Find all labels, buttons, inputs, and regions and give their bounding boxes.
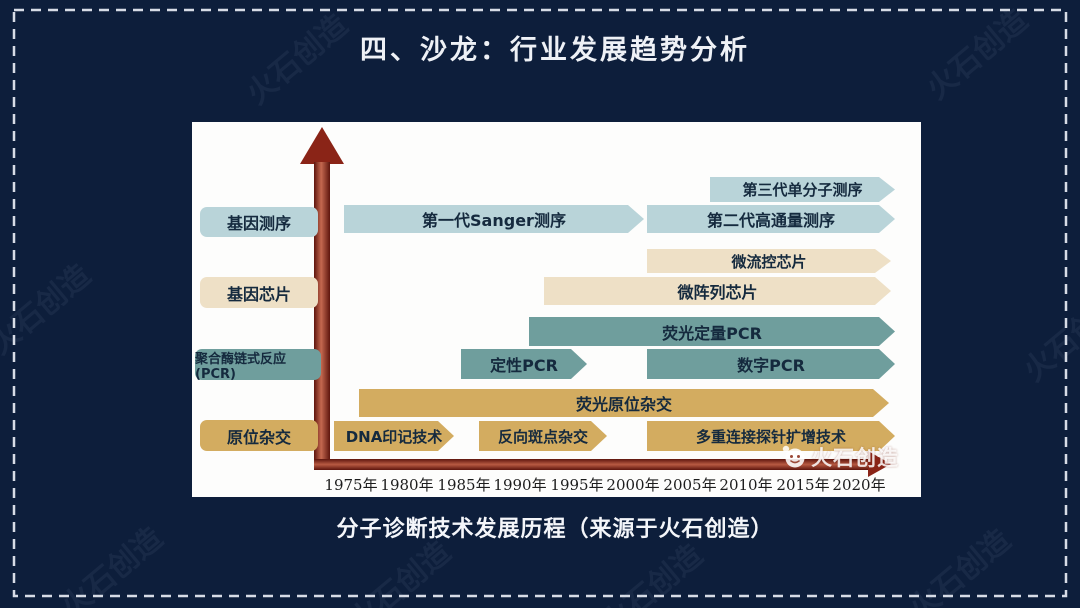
- x-tick-2005: 2005年: [663, 476, 717, 494]
- category-tab-in-situ-hybridization: 原位杂交: [200, 420, 318, 451]
- x-tick-2010: 2010年: [719, 476, 773, 494]
- y-axis-arrowhead-icon: [300, 127, 344, 164]
- x-axis-line: [314, 459, 870, 470]
- x-tick-2015: 2015年: [776, 476, 830, 494]
- page-title: 四、沙龙：行业发展趋势分析: [360, 35, 750, 66]
- category-tab-gene-sequencing: 基因测序: [200, 207, 318, 237]
- x-tick-1995: 1995年: [550, 476, 604, 494]
- faint-watermark: 火石创造: [595, 537, 710, 608]
- chart-caption: 分子诊断技术发展历程（来源于火石创造）: [336, 517, 774, 542]
- bar-qualitative-pcr: 定性PCR: [461, 349, 587, 379]
- bar-microfluidic-chip: 微流控芯片: [647, 249, 891, 273]
- bar-3rd-gen-single-molecule-seq: 第三代单分子测序: [710, 177, 895, 202]
- faint-watermark: 火石创造: [55, 520, 170, 608]
- category-tab-gene-chip: 基因芯片: [200, 277, 318, 308]
- bar-mlpa: 多重连接探针扩增技术: [647, 421, 895, 451]
- brand-watermark: 火石创造: [780, 442, 899, 472]
- bar-fluorescence-in-situ-hybridization: 荧光原位杂交: [359, 389, 889, 417]
- bar-microarray-chip: 微阵列芯片: [544, 277, 891, 305]
- bar-digital-pcr: 数字PCR: [647, 349, 895, 379]
- x-tick-1990: 1990年: [493, 476, 547, 494]
- x-tick-2020: 2020年: [832, 476, 886, 494]
- x-tick-2000: 2000年: [606, 476, 660, 494]
- chart-panel: 基因测序 基因芯片 聚合酶链式反应(PCR) 原位杂交 第三代单分子测序 第一代…: [192, 122, 921, 497]
- faint-watermark: 火石创造: [1017, 284, 1080, 389]
- x-tick-1975: 1975年: [324, 476, 378, 494]
- x-tick-1980: 1980年: [380, 476, 434, 494]
- category-tab-pcr: 聚合酶链式反应(PCR): [195, 349, 321, 382]
- bar-reverse-dot-blot: 反向斑点杂交: [479, 421, 607, 451]
- faint-watermark: 火石创造: [0, 257, 98, 362]
- brand-watermark-label: 火石创造: [811, 446, 899, 470]
- y-axis-line: [314, 162, 330, 469]
- x-tick-1985: 1985年: [437, 476, 491, 494]
- bar-1st-gen-sanger-seq: 第一代Sanger测序: [344, 205, 644, 233]
- x-axis-arrowhead-icon: [868, 451, 891, 477]
- bar-dna-blotting: DNA印记技术: [334, 421, 454, 451]
- bar-2nd-gen-high-throughput-seq: 第二代高通量测序: [647, 205, 895, 233]
- bar-fluorescent-quantitative-pcr: 荧光定量PCR: [529, 317, 895, 346]
- brand-face-icon: [782, 445, 805, 468]
